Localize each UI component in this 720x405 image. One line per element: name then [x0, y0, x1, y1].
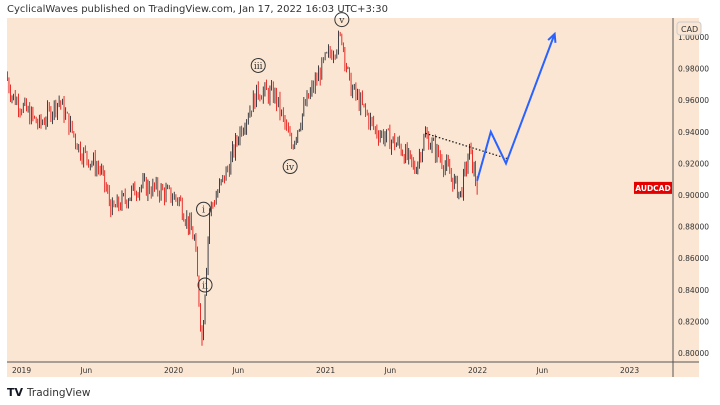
trendline [425, 132, 508, 160]
wave-label: iv [286, 163, 295, 173]
symbol-price-tag [634, 181, 672, 194]
chart-background [7, 18, 699, 377]
wave-label-circle [250, 57, 266, 73]
wave-label-circle [282, 159, 298, 175]
y-tick-label: 0.90000 [678, 191, 709, 200]
wave-label: iii [254, 62, 263, 72]
x-tick-label: Jun [231, 366, 244, 375]
x-tick-label: 2022 [468, 366, 487, 375]
wave-label: i [202, 206, 205, 216]
symbol-label: AUDCAD [635, 184, 670, 193]
wave-label: v [338, 16, 345, 26]
wave-label-circle [196, 201, 212, 217]
x-tick-label: 2020 [164, 366, 183, 375]
candles [7, 30, 478, 346]
y-tick-label: 0.96000 [678, 96, 709, 105]
y-tick-label: 0.92000 [678, 159, 709, 168]
y-tick-label: 0.84000 [678, 286, 709, 295]
brand-name: TradingView [27, 386, 91, 399]
tradingview-logo[interactable]: 𝗧𝗩 TradingView [7, 386, 90, 399]
y-tick-label: 0.94000 [678, 128, 709, 137]
x-tick-label: Jun [79, 366, 92, 375]
x-tick-label: 2019 [12, 366, 31, 375]
x-tick-label: Jun [383, 366, 396, 375]
x-tick-label: 2021 [316, 366, 335, 375]
y-tick-label: 0.82000 [678, 317, 709, 326]
x-tick-label: Jun [535, 366, 548, 375]
y-tick-label: 1.00000 [678, 33, 709, 42]
currency-label: CAD [681, 25, 698, 34]
tv-logo-icon: 𝗧𝗩 [7, 386, 24, 399]
projection-arrowhead [547, 31, 557, 43]
y-tick-label: 0.98000 [678, 65, 709, 74]
y-tick-label: 0.86000 [678, 254, 709, 263]
wave-label: ii [202, 282, 208, 292]
y-tick-label: 0.88000 [678, 223, 709, 232]
wave-label-circle [334, 12, 350, 28]
wave-label-circle [197, 277, 213, 293]
x-tick-label: 2023 [620, 366, 639, 375]
projection-path [476, 33, 556, 182]
y-tick-label: 0.80000 [678, 349, 709, 358]
publish-info: CyclicalWaves published on TradingView.c… [7, 4, 389, 15]
currency-badge [676, 21, 702, 36]
